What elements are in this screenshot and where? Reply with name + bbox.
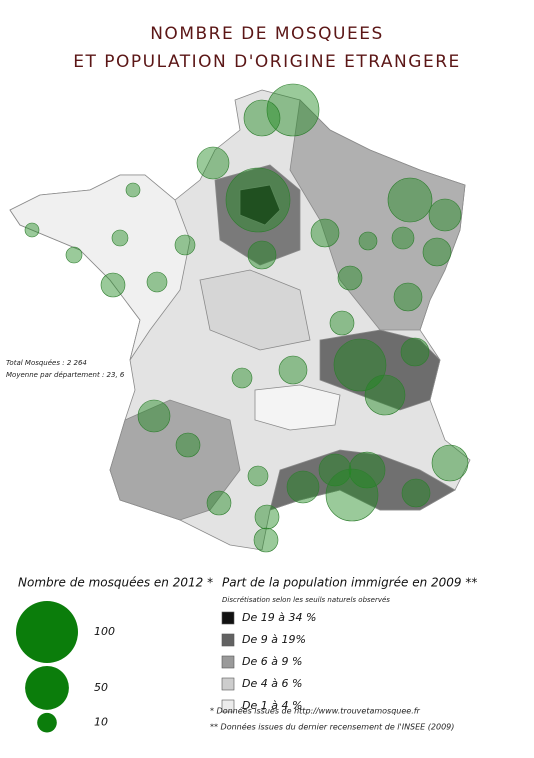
- class-legend: De 19 à 34 % De 9 à 19% De 6 à 9 % De 4 à 6…: [221, 611, 316, 713]
- france-map: [9, 83, 471, 553]
- note: * Données issues de http://www.trouvetam…: [210, 706, 421, 716]
- region: [199, 269, 311, 351]
- class-label: De 19 à 34 %: [242, 611, 316, 624]
- size-legend: 100 50 10: [16, 601, 115, 733]
- size-label: 10: [94, 716, 108, 729]
- region: [109, 399, 241, 521]
- title-line: ET POPULATION D'ORIGINE ETRANGERE: [73, 52, 461, 72]
- class-swatch: [221, 633, 235, 647]
- legend-title: Part de la population immigrée en 2009 *…: [222, 576, 477, 590]
- region: [319, 329, 441, 411]
- class-label: De 6 à 9 %: [242, 655, 302, 668]
- class-swatch: [221, 699, 235, 713]
- size-circle: [37, 712, 57, 733]
- legend-subtitle: Discrétisation selon les seuils naturels…: [222, 596, 390, 604]
- size-circle: [25, 666, 69, 710]
- class-label: De 1 à 4 %: [242, 699, 302, 712]
- size-circle: [16, 601, 78, 663]
- size-label: 100: [94, 625, 115, 638]
- mosque-circles: [24, 83, 469, 553]
- legend-title: Nombre de mosquées en 2012 *: [18, 576, 213, 590]
- class-label: De 4 à 6 %: [242, 677, 302, 690]
- summary-line: Total Mosquées : 2 264: [6, 359, 87, 367]
- class-swatch: [221, 611, 235, 625]
- region: [289, 99, 466, 331]
- region: [269, 449, 456, 511]
- title-line: NOMBRE DE MOSQUEES: [150, 24, 384, 44]
- region: [239, 184, 281, 226]
- class-swatch: [221, 677, 235, 691]
- size-label: 50: [94, 681, 108, 694]
- region: [9, 174, 191, 361]
- class-label: De 9 à 19%: [242, 633, 306, 646]
- note: ** Données issues du dernier recensement…: [210, 722, 454, 732]
- region: [254, 384, 341, 431]
- class-swatch: [221, 655, 235, 669]
- summary-line: Moyenne par département : 23, 6: [6, 371, 125, 379]
